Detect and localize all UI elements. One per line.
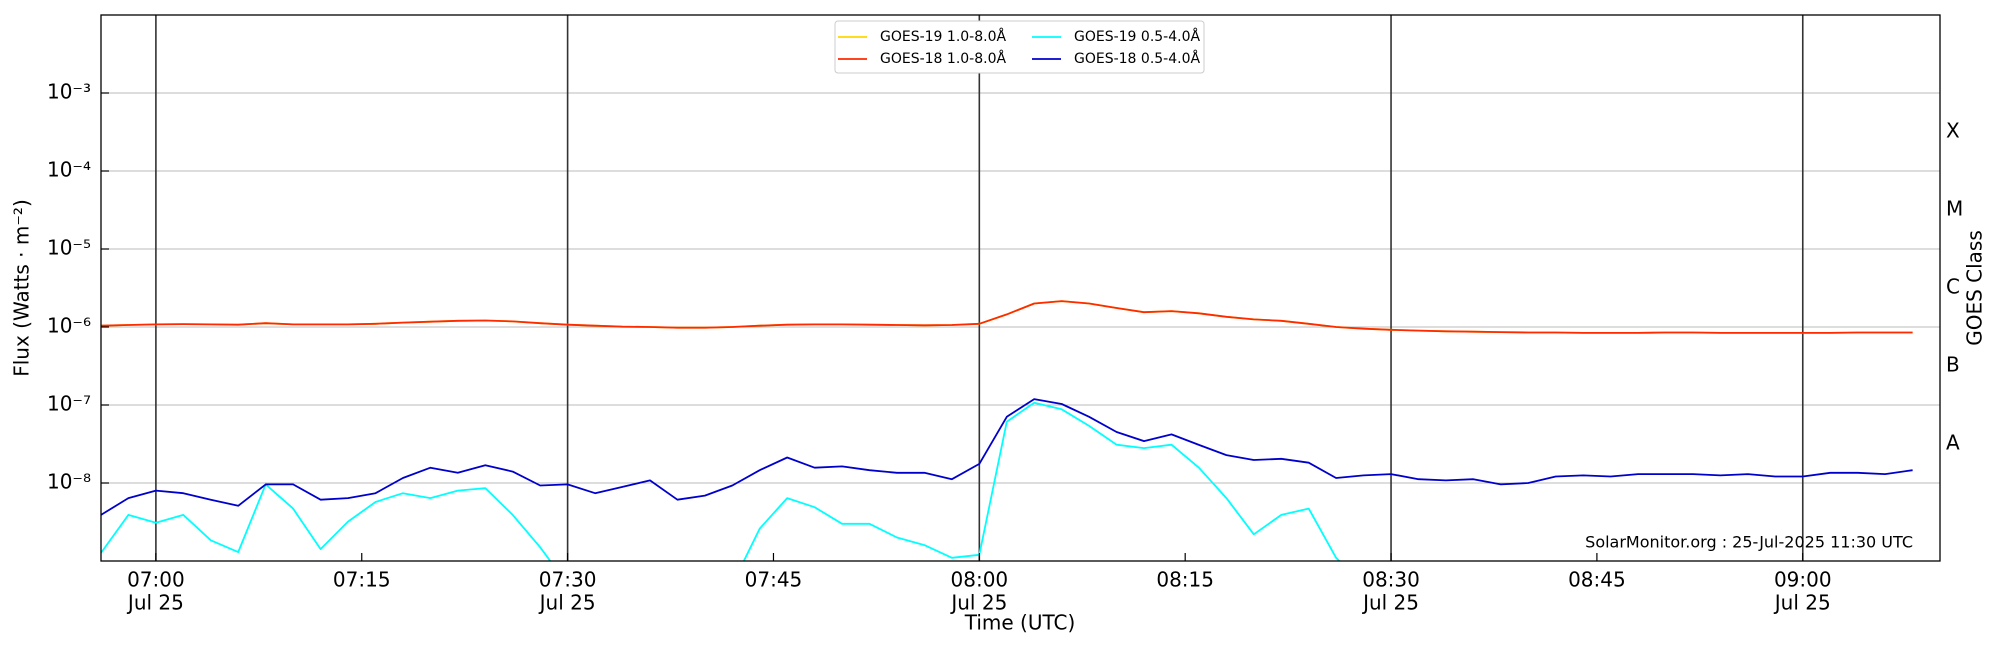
x-tick-label: Jul 25 — [949, 591, 1007, 615]
y2-tick-label: X — [1946, 119, 1960, 143]
y2-axis-label: GOES Class — [1963, 230, 1987, 346]
legend-label: GOES-18 0.5-4.0Å — [1074, 50, 1200, 67]
legend-label: GOES-19 0.5-4.0Å — [1074, 28, 1200, 45]
x-tick-label: 07:00 — [127, 568, 185, 592]
series-line — [101, 401, 1341, 561]
y-tick-label: 10⁻⁵ — [47, 236, 91, 260]
x-tick-label: Jul 25 — [1361, 591, 1419, 615]
y2-tick-label: C — [1946, 275, 1960, 299]
x-tick-label: 08:45 — [1568, 568, 1626, 592]
plot-lines — [101, 300, 1913, 561]
y2-tick-label: A — [1946, 431, 1960, 455]
legend-label: GOES-19 1.0-8.0Å — [880, 28, 1006, 45]
plot-frame — [100, 14, 1941, 562]
y2-tick-label: B — [1946, 353, 1960, 377]
annotation: SolarMonitor.org : 25-Jul-2025 11:30 UTC — [1585, 533, 1913, 552]
x-tick-label: Jul 25 — [538, 591, 596, 615]
series-line — [101, 398, 1913, 516]
legend-label: GOES-18 1.0-8.0Å — [880, 50, 1006, 67]
grid — [101, 15, 1940, 561]
y-tick-label: 10⁻³ — [47, 80, 91, 104]
x-tick-label: 08:30 — [1362, 568, 1420, 592]
legend: GOES-19 1.0-8.0Å GOES-18 1.0-8.0Å GOES-19 … — [834, 20, 1205, 74]
x-tick-label: Jul 25 — [126, 591, 184, 615]
x-tick-label: 07:30 — [539, 568, 597, 592]
y-tick-label: 10⁻⁴ — [47, 158, 91, 182]
x-axis-label: Time (UTC) — [964, 611, 1076, 635]
y-tick-label: 10⁻⁶ — [47, 314, 91, 338]
legend-box — [834, 20, 1205, 74]
x-tick-label: 07:45 — [745, 568, 803, 592]
x-tick-label: 07:15 — [333, 568, 391, 592]
series-line — [101, 300, 1913, 334]
x-tick-label: 09:00 — [1774, 568, 1832, 592]
y2-tick-label: M — [1946, 197, 1963, 221]
y-axis-label: Flux (Watts · m⁻²) — [10, 199, 34, 377]
y-tick-label: 10⁻⁷ — [47, 392, 91, 416]
x-tick-label: Jul 25 — [1773, 591, 1831, 615]
y-tick-label: 10⁻⁸ — [47, 470, 91, 494]
x-tick-label: 08:00 — [951, 568, 1009, 592]
x-tick-label: 08:15 — [1156, 568, 1214, 592]
